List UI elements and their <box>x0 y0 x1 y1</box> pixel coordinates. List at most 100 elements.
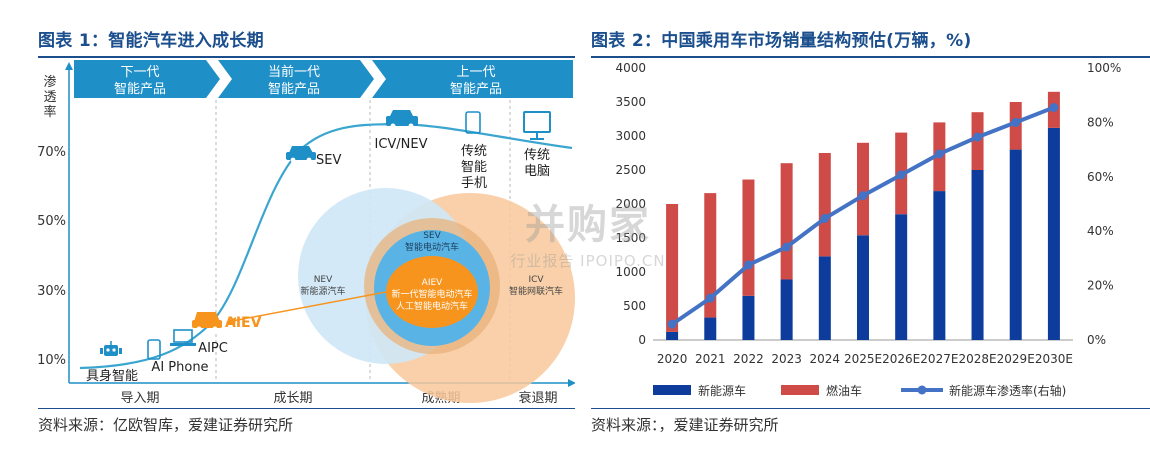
penetration-point <box>743 260 753 270</box>
banner-previous-gen-line2: 智能产品 <box>450 82 502 97</box>
ai-phone-label: AI Phone <box>151 360 208 375</box>
aiev-car-icon <box>192 312 222 332</box>
figure-2-title: 图表 2：中国乘用车市场销量结构预估(万辆，%) <box>591 31 972 51</box>
x-tick-label: 2020 <box>657 352 688 366</box>
figure-1-source: 资料来源：亿欧智库，爱建证券研究所 <box>38 416 294 434</box>
legend-label-ice: 燃油车 <box>826 383 862 398</box>
footer-rule <box>591 408 1150 409</box>
y-axis-label-char: 渗 <box>43 75 56 90</box>
bar-nev <box>780 279 793 340</box>
footer-rule <box>38 408 575 409</box>
bar-nev <box>1009 149 1022 340</box>
figure-2-source: 资料来源：，爱建证券研究所 <box>591 416 779 434</box>
y-tick-label: 2000 <box>615 197 646 211</box>
sev-product-label: SEV <box>316 153 341 168</box>
phase-intro: 导入期 <box>120 391 159 406</box>
penetration-point <box>1011 117 1021 127</box>
bar-ice <box>818 153 831 257</box>
x-tick-label: 2028E <box>958 352 996 366</box>
y2-tick-label: 0% <box>1087 333 1106 347</box>
monitor-icon <box>523 111 551 140</box>
sev-label: SEV <box>423 231 441 241</box>
penetration-point <box>705 293 715 303</box>
y-tick-label: 3000 <box>615 129 646 143</box>
y-axis-label: 渗 透 率 <box>43 75 56 120</box>
aipc-label: AIPC <box>198 341 228 356</box>
nev-sublabel: 新能源汽车 <box>300 285 345 297</box>
y-tick-30: 30% <box>37 284 66 299</box>
legend-marker-penetration <box>917 385 927 395</box>
bar-nev <box>742 295 755 340</box>
robot-icon <box>100 341 122 356</box>
icv-nev-label: ICV/NEV <box>374 137 427 152</box>
bar-nev <box>1047 127 1060 340</box>
figure-1-panel: 图表 1：智能汽车进入成长期 下一代 智能产品 当前一代 智能产品 上一代 智能… <box>37 31 575 434</box>
y-tick-label: 0 <box>638 333 646 347</box>
penetration-point <box>1049 102 1059 112</box>
aiev-circle-sublabel2: 人工智能电动汽车 <box>396 300 468 312</box>
x-tick-label: 2022 <box>733 352 764 366</box>
y-tick-50: 50% <box>37 214 66 229</box>
bar-nev <box>971 170 984 340</box>
y-tick-label: 500 <box>623 299 646 313</box>
x-tick-label: 2023 <box>771 352 802 366</box>
x-axis-arrow <box>568 379 575 387</box>
embodied-ai-label: 具身智能 <box>86 368 138 384</box>
icv-label: ICV <box>528 275 544 285</box>
title-rule <box>591 56 1150 58</box>
y-tick-70: 70% <box>37 145 66 160</box>
laptop-icon <box>170 329 196 346</box>
x-tick-label: 2027E <box>920 352 958 366</box>
y-tick-label: 4000 <box>615 61 646 75</box>
figure-2-panel: 图表 2：中国乘用车市场销量结构预估(万辆，%) 0 500 1000 1500 200… <box>583 0 1150 456</box>
legend-swatch-ice <box>781 385 819 395</box>
legend-label-nev: 新能源车 <box>698 383 746 398</box>
penetration-point <box>858 191 868 201</box>
x-tick-label: 2030E <box>1035 352 1073 366</box>
icv-nev-car-icon <box>386 110 418 129</box>
title-rule <box>38 56 575 58</box>
product-label-line: 智能 <box>461 160 487 175</box>
y-tick-10: 10% <box>37 353 66 368</box>
y2-tick-label: 60% <box>1087 170 1114 184</box>
penetration-point <box>934 149 944 159</box>
phase-growth: 成长期 <box>273 391 312 406</box>
product-label-line: 传统 <box>524 148 550 163</box>
stage-banners: 下一代 智能产品 当前一代 智能产品 上一代 智能产品 <box>74 60 573 98</box>
banner-next-gen-line1: 下一代 <box>120 65 159 80</box>
banner-current-gen-line2: 智能产品 <box>268 82 320 97</box>
phone-icon <box>147 339 161 360</box>
bar-nev <box>933 191 946 340</box>
y2-tick-label: 40% <box>1087 224 1114 238</box>
x-tick-label: 2025E <box>844 352 882 366</box>
bar-ice <box>742 179 755 296</box>
x-tick-label: 2029E <box>997 352 1035 366</box>
penetration-point <box>667 319 677 329</box>
y-tick-label: 1500 <box>615 231 646 245</box>
penetration-point <box>896 170 906 180</box>
bar-nev <box>895 214 908 340</box>
bar-nev <box>666 331 679 340</box>
y-axis-arrow <box>65 62 73 70</box>
y2-tick-label: 80% <box>1087 115 1114 129</box>
sales-structure-chart: 0 500 1000 1500 2000 2500 3000 3500 4000 0% 20% 40%… <box>615 61 1121 398</box>
sev-sublabel: 智能电动汽车 <box>405 241 459 253</box>
banner-previous-gen <box>372 60 573 98</box>
x-tick-label: 2021 <box>695 352 726 366</box>
y-axis-label-char: 率 <box>43 104 56 120</box>
banner-current-gen <box>218 60 374 98</box>
sev-car-icon <box>286 146 316 163</box>
phase-decline: 衰退期 <box>518 390 557 406</box>
y2-tick-label: 20% <box>1087 279 1114 293</box>
y-tick-label: 1000 <box>615 265 646 279</box>
product-label-line: 传统 <box>461 144 487 159</box>
bar-ice <box>666 204 679 332</box>
smartphone-icon <box>465 111 481 134</box>
lifecycle-diagram: 下一代 智能产品 当前一代 智能产品 上一代 智能产品 渗 透 率 70% 50… <box>37 60 575 406</box>
penetration-point <box>820 213 830 223</box>
aiev-arrow-line <box>231 291 387 322</box>
y2-tick-label: 100% <box>1087 61 1121 75</box>
banner-current-gen-line1: 当前一代 <box>268 64 320 80</box>
